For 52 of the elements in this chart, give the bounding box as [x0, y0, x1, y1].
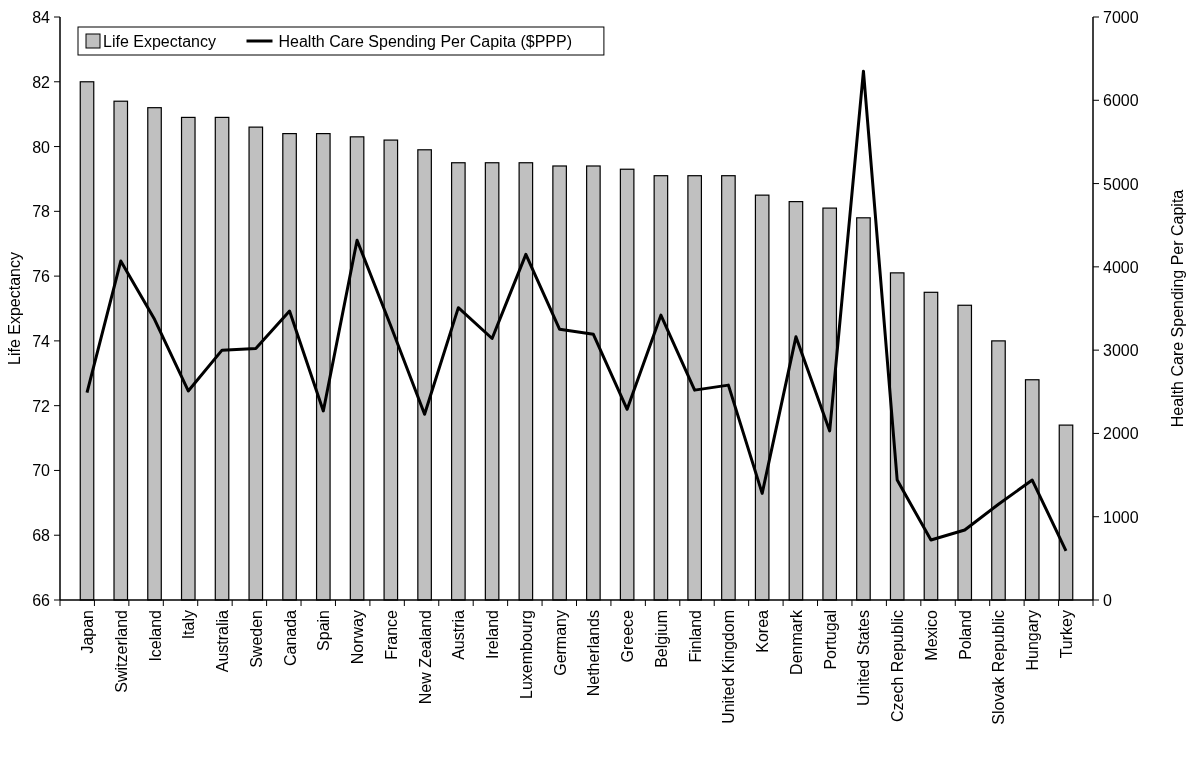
y-tick-label: 68 — [32, 527, 51, 545]
y2-axis-title: Health Care Spending Per Capita — [1169, 189, 1186, 428]
x-tick-label: Switzerland — [112, 610, 130, 693]
x-tick-label: Portugal — [821, 610, 839, 670]
x-tick-label: Denmark — [787, 609, 805, 675]
legend-label: Life Expectancy — [103, 33, 216, 50]
x-tick-label: Germany — [551, 610, 569, 676]
y2-tick-label: 5000 — [1103, 175, 1139, 193]
y-tick-label: 74 — [32, 332, 51, 350]
y-tick-label: 72 — [32, 397, 51, 415]
x-tick-label: Poland — [956, 610, 974, 660]
x-tick-label: Hungary — [1024, 610, 1042, 671]
legend-label: Health Care Spending Per Capita ($PPP) — [278, 33, 572, 50]
x-tick-label: Norway — [349, 610, 367, 665]
x-tick-label: Netherlands — [585, 610, 603, 697]
x-tick-label: New Zealand — [416, 610, 434, 705]
x-tick-label: Luxembourg — [517, 610, 535, 699]
x-tick-label: Iceland — [146, 610, 164, 662]
y-tick-label: 82 — [32, 73, 51, 91]
x-tick-label: United States — [855, 610, 873, 707]
y-tick-label: 76 — [32, 268, 51, 286]
y-tick-label: 66 — [32, 592, 51, 609]
x-tick-label: Czech Republic — [889, 610, 907, 723]
x-tick-label: United Kingdom — [720, 610, 738, 724]
y-tick-label: 78 — [32, 203, 51, 221]
y2-tick-label: 0 — [1103, 592, 1112, 609]
x-tick-label: Ireland — [484, 610, 502, 659]
y2-tick-label: 7000 — [1103, 9, 1139, 26]
y2-tick-label: 3000 — [1103, 342, 1139, 360]
y-tick-label: 80 — [32, 138, 51, 156]
x-tick-label: Greece — [619, 609, 637, 663]
x-tick-label: France — [382, 609, 400, 660]
x-tick-label: Finland — [686, 610, 704, 663]
x-tick-label: Sweden — [247, 610, 265, 668]
x-tick-label: Turkey — [1057, 610, 1075, 659]
y-tick-label: 70 — [32, 462, 51, 480]
y2-tick-label: 4000 — [1103, 258, 1139, 276]
y-axis-title: Life Expectancy — [6, 252, 23, 365]
x-tick-label: Korea — [754, 609, 772, 653]
y2-tick-label: 1000 — [1103, 508, 1139, 526]
x-tick-label: Slovak Republic — [990, 610, 1008, 725]
y2-tick-label: 2000 — [1103, 425, 1139, 443]
x-tick-label: Belgium — [652, 610, 670, 668]
x-tick-label: Japan — [79, 610, 97, 654]
x-tick-label: Spain — [315, 610, 333, 651]
x-tick-label: Australia — [214, 609, 232, 673]
x-tick-label: Canada — [281, 609, 299, 667]
y2-tick-label: 6000 — [1103, 92, 1139, 110]
x-tick-label: Italy — [180, 610, 198, 640]
y-tick-label: 84 — [32, 9, 51, 26]
x-tick-label: Mexico — [922, 609, 940, 661]
x-tick-label: Austria — [450, 609, 468, 660]
